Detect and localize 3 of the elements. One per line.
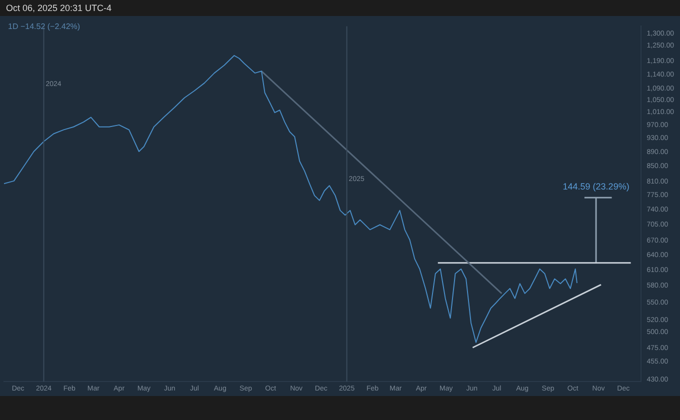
chart-title: Oct 06, 2025 20:31 UTC-4 (6, 3, 112, 13)
annotation: 144.59 (23.29%) (562, 182, 630, 192)
chart-subtitle: 1D −14.52 (−2.42%) (8, 22, 80, 31)
